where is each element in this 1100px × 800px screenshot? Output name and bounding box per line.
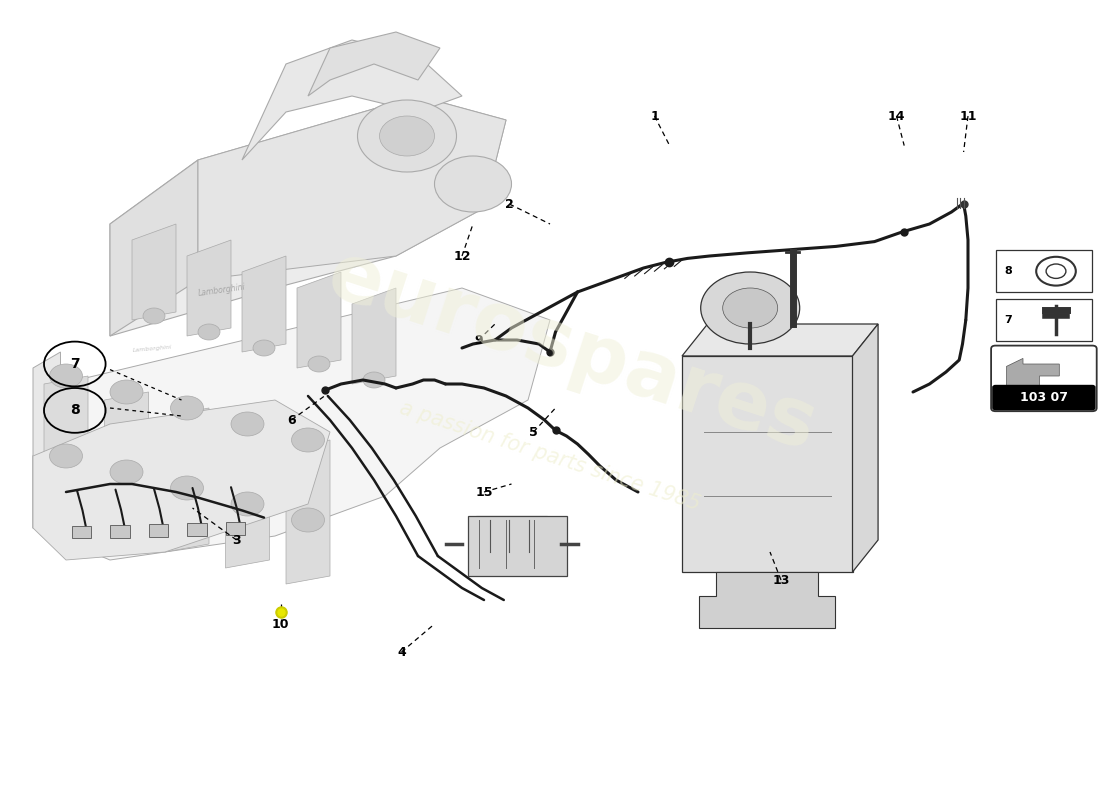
Polygon shape — [165, 408, 209, 552]
Polygon shape — [1006, 358, 1059, 386]
Polygon shape — [700, 572, 836, 628]
Polygon shape — [308, 32, 440, 96]
Polygon shape — [242, 40, 462, 160]
Text: 10: 10 — [272, 618, 289, 630]
Circle shape — [143, 308, 165, 324]
Text: 6: 6 — [287, 414, 296, 426]
Text: 1: 1 — [650, 110, 659, 122]
Circle shape — [723, 288, 778, 328]
Polygon shape — [286, 440, 330, 584]
Circle shape — [434, 156, 512, 212]
Polygon shape — [44, 376, 88, 520]
Polygon shape — [132, 224, 176, 320]
Circle shape — [110, 460, 143, 484]
Text: 2: 2 — [505, 198, 514, 210]
Circle shape — [50, 444, 82, 468]
Circle shape — [379, 116, 434, 156]
Text: 8: 8 — [1004, 266, 1012, 276]
Circle shape — [292, 428, 324, 452]
Polygon shape — [187, 240, 231, 336]
FancyBboxPatch shape — [72, 526, 91, 538]
FancyBboxPatch shape — [476, 516, 547, 556]
Text: 9: 9 — [474, 334, 483, 346]
Text: 103 07: 103 07 — [1020, 391, 1068, 404]
Text: 12: 12 — [453, 250, 471, 262]
Circle shape — [308, 356, 330, 372]
FancyBboxPatch shape — [226, 522, 245, 535]
Polygon shape — [1006, 386, 1046, 390]
Circle shape — [170, 396, 204, 420]
Polygon shape — [852, 324, 878, 572]
Circle shape — [231, 412, 264, 436]
FancyBboxPatch shape — [187, 523, 207, 536]
Text: eurospares: eurospares — [318, 236, 826, 468]
Text: 7: 7 — [70, 357, 79, 371]
FancyBboxPatch shape — [991, 346, 1097, 411]
Text: 14: 14 — [888, 110, 905, 122]
Circle shape — [50, 364, 82, 388]
Text: 4: 4 — [397, 646, 406, 658]
Text: 8: 8 — [70, 403, 79, 418]
FancyBboxPatch shape — [682, 356, 852, 572]
Polygon shape — [682, 324, 878, 356]
Circle shape — [198, 324, 220, 340]
Text: 15: 15 — [475, 486, 493, 498]
Polygon shape — [33, 352, 60, 528]
FancyBboxPatch shape — [996, 250, 1092, 292]
Polygon shape — [242, 256, 286, 352]
Text: 5: 5 — [529, 426, 538, 438]
Text: 13: 13 — [772, 574, 790, 586]
Polygon shape — [297, 272, 341, 368]
Circle shape — [358, 100, 456, 172]
FancyBboxPatch shape — [992, 385, 1096, 410]
Polygon shape — [110, 160, 198, 336]
Polygon shape — [110, 96, 506, 336]
Text: 3: 3 — [232, 534, 241, 546]
Circle shape — [110, 380, 143, 404]
Circle shape — [363, 372, 385, 388]
Text: Lamborghini: Lamborghini — [198, 282, 246, 298]
Polygon shape — [352, 288, 396, 384]
Circle shape — [253, 340, 275, 356]
Circle shape — [170, 476, 204, 500]
FancyBboxPatch shape — [996, 299, 1092, 341]
Polygon shape — [33, 288, 550, 560]
Text: a passion for parts since 1985: a passion for parts since 1985 — [397, 398, 703, 514]
FancyBboxPatch shape — [148, 524, 168, 537]
Polygon shape — [198, 96, 506, 280]
Polygon shape — [226, 424, 270, 568]
Text: 11: 11 — [959, 110, 977, 122]
Text: 7: 7 — [1004, 315, 1012, 325]
Circle shape — [701, 272, 800, 344]
FancyBboxPatch shape — [468, 516, 566, 576]
Text: Lamborghini: Lamborghini — [132, 345, 172, 353]
FancyBboxPatch shape — [110, 525, 130, 538]
Polygon shape — [104, 392, 148, 536]
Polygon shape — [33, 400, 330, 560]
Circle shape — [231, 492, 264, 516]
Circle shape — [292, 508, 324, 532]
